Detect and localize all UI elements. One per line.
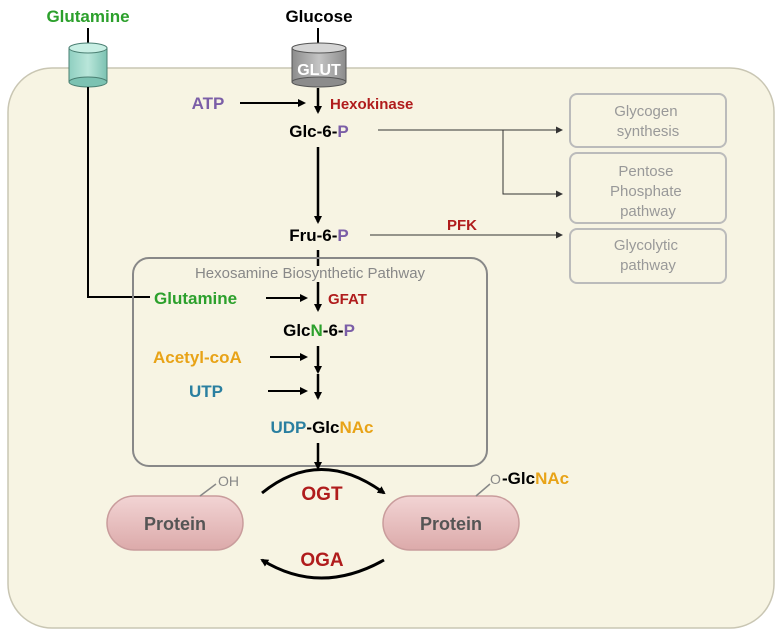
svg-text:Glycogen synthesis: Glycogen synthesis (614, 103, 682, 140)
udp-glcnac-label: UDP-GlcNAc (271, 418, 374, 437)
oga-arrow (260, 558, 385, 580)
pfk-label: PFK (447, 217, 477, 234)
hexokinase-label: Hexokinase (330, 96, 413, 113)
cell-membrane (7, 67, 775, 629)
f6p-label: Fru-6-P (289, 226, 349, 245)
glycolytic-pathway-box (569, 228, 727, 284)
glycolytic-line-2: pathway (620, 257, 676, 274)
svg-text:Glycolytic pathway: Glycolytic pathway (614, 237, 682, 274)
glut-transporter-icon (291, 42, 347, 88)
glutamine-transporter-icon (68, 42, 108, 88)
gfat-label: GFAT (328, 291, 367, 308)
glycogen-synthesis-box (569, 93, 727, 148)
pentose-line-3: pathway (620, 203, 676, 220)
hbp-glutamine-label: Glutamine (154, 289, 237, 308)
oga-label: OGA (300, 550, 344, 571)
g6p-label: Glc-6-P (289, 122, 349, 141)
protein-unmodified (106, 495, 244, 551)
oh-group-label: OH (218, 473, 239, 489)
ogt-label: OGT (301, 484, 343, 505)
protein-left-label: Protein (144, 514, 206, 534)
glycogen-line-1: Glycogen (614, 103, 677, 120)
protein-right-label: Protein (420, 514, 482, 534)
hbp-title: Hexosamine Biosynthetic Pathway (195, 265, 426, 282)
ogt-arrow (261, 468, 386, 495)
glut-label: GLUT (297, 62, 341, 79)
glutamine-input-label: Glutamine (46, 7, 129, 26)
hbp-box (132, 257, 488, 467)
utp-label: UTP (189, 382, 223, 401)
pentose-line-2: Phosphate (610, 183, 682, 200)
glycolytic-line-1: Glycolytic (614, 237, 679, 254)
glucose-input-label: Glucose (285, 7, 352, 26)
protein-modified (382, 495, 520, 551)
atp-label: ATP (192, 94, 225, 113)
glycogen-line-2: synthesis (617, 123, 680, 140)
svg-text:Pentose Phosphate path: Pentose Phosphate pathway (610, 163, 686, 220)
o-glcnac-label: -GlcNAc (502, 469, 569, 488)
acetyl-coa-label: Acetyl-coA (153, 348, 242, 367)
glcn6p-label: GlcN-6-P (283, 321, 355, 340)
pentose-line-1: Pentose (618, 163, 673, 180)
pentose-phosphate-box (569, 152, 727, 224)
o-group-label: O (490, 471, 501, 487)
